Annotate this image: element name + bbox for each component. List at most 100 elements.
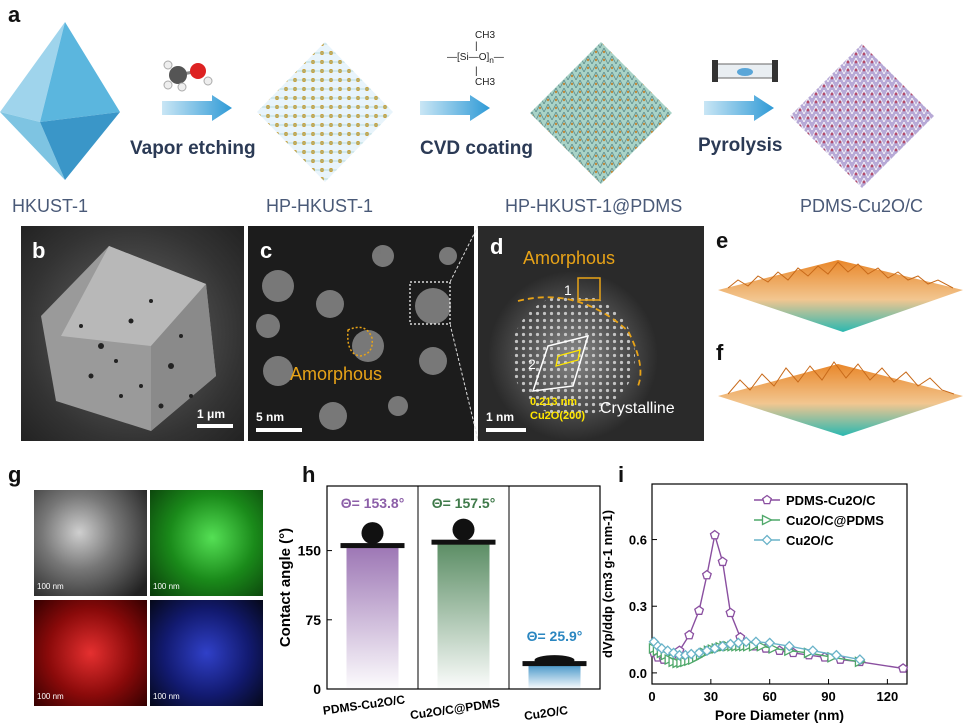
label-pdms-cu2o-c: PDMS-Cu2O/C [800,196,924,216]
bar [346,547,399,689]
y-tick-label: 0.3 [629,599,647,614]
data-point [898,663,909,673]
series-group [648,636,866,665]
data-point [807,645,819,657]
bar-value-label: Θ= 157.5° [432,495,496,511]
hrtem-region-1: 1 [564,282,572,298]
hp-hkust-lattice [257,42,393,182]
pdms-cu2o-c-lattice [790,44,934,188]
data-point [701,645,713,657]
panel-letter-d: d [490,234,504,259]
category-label: Cu2O/C@PDMS [409,696,500,722]
label-hkust-1: HKUST-1 [12,196,89,216]
hkust-octahedron [0,22,120,180]
y-tick-label: 0 [313,681,321,697]
legend-label: Cu2O/C [786,533,834,548]
tem-scale-label: 5 nm [256,410,285,424]
surface-profile-e [718,260,963,332]
hrtem-image [478,226,704,441]
sem-scale-label: 1 μm [197,407,226,421]
arrow-right-icon [420,95,490,121]
data-point [830,649,842,661]
label-hp-hkust-1: HP-HKUST-1 [266,196,374,216]
sem-image [21,226,244,441]
data-point [764,637,776,649]
data-point [761,494,773,505]
data-point [750,636,762,648]
category-label: PDMS-Cu2O/C [322,692,406,717]
formula-si: Si [459,52,469,63]
legend-label: Cu2O/C@PDMS [786,513,884,528]
panel-letter-c: c [260,238,273,263]
arrow-right-icon [162,95,232,121]
panel-letter-b: b [32,238,46,263]
x-tick-label: 30 [704,689,718,704]
eds-scale-label: 100 nm [153,582,180,591]
surface-profile-f [718,361,963,436]
category-label: Cu2O/C [523,703,569,723]
methanol-molecule-icon [163,60,213,92]
pore-size-chart: 0 30 60 90 120 0.0 0.3 0.6 Pore Diameter (nm) dVp… [600,483,909,723]
substrate-surface [431,539,496,545]
eds-scale-label: 100 nm [37,692,64,701]
eds-map-haadf: 100 nm [34,490,147,596]
tem-image [248,226,474,441]
tem-scale-bar [256,428,302,432]
data-point [701,569,712,580]
x-tick-label: 120 [877,689,899,704]
furnace-tube-icon [712,60,778,82]
data-point [783,640,795,652]
panel-letter-i: i [618,462,625,487]
bar-value-label: Θ= 153.8° [341,495,405,511]
step-vapor-etching: Vapor etching [130,138,256,159]
hrtem-scale-bar [486,428,526,432]
x-tick-label: 90 [821,689,835,704]
legend-label: PDMS-Cu2O/C [786,493,876,508]
pdms-formula: CH3 | —[Si—O]n— | CH3 [447,30,504,88]
data-point [761,514,773,526]
label-hp-hkust-1-pdms: HP-HKUST-1@PDMS [505,196,683,216]
formula-n: n [489,55,494,65]
hrtem-region-2: 2 [528,356,536,372]
eds-scale-label: 100 nm [153,692,180,701]
hp-hkust-pdms-lattice [530,42,672,184]
panel-letter-f: f [716,340,724,365]
substrate-surface [340,543,405,549]
hrtem-amorphous-label: Amorphous [523,248,616,268]
step-pyrolysis: Pyrolysis [698,135,783,156]
bar-value-label: Θ= 25.9° [527,628,583,644]
data-point [740,636,752,648]
y-tick-label: 75 [305,612,321,628]
data-point [709,529,720,540]
data-point [756,640,768,652]
eds-map-red: 100 nm [34,600,147,706]
sem-scale-bar [197,424,233,428]
droplet [452,518,475,541]
arrow-right-icon [704,95,774,121]
y-tick-label: 0.6 [629,533,647,548]
formula-ch3-top: CH3 [475,30,496,41]
panel-letter-h: h [302,462,316,487]
panel-letter-g: g [8,462,22,487]
x-tick-label: 60 [762,689,776,704]
data-point [761,534,773,546]
bar [437,543,490,689]
series-group [648,529,909,673]
droplet [361,522,384,545]
y-axis-label: dVp/ddp (cm3 g-1 nm-1) [600,510,615,658]
eds-map-green: 100 nm [150,490,263,596]
x-axis-label: Pore Diameter (nm) [715,707,844,723]
formula-o: O [478,52,487,63]
bar [528,665,581,689]
hrtem-crystalline-label: Crystalline [600,400,675,417]
tem-amorphous-label: Amorphous [290,364,383,384]
y-tick-label: 0.0 [629,666,647,681]
formula-ch3-bottom: CH3 [475,77,496,88]
eds-scale-label: 100 nm [37,582,64,591]
step-cvd-coating: CVD coating [420,138,533,159]
data-point [725,607,736,618]
panel-letter-e: e [716,228,729,253]
y-tick-label: 150 [298,543,322,559]
plot-frame [651,483,908,685]
